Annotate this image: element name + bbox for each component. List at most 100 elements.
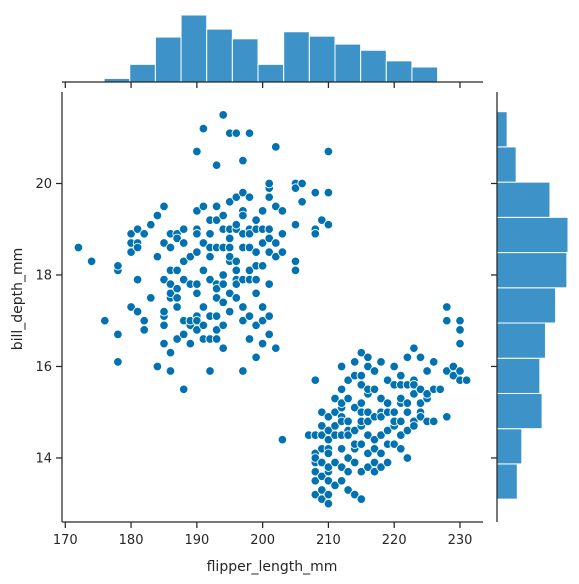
scatter-point <box>172 233 182 244</box>
scatter-point <box>330 421 340 431</box>
scatter-point <box>211 160 222 170</box>
scatter-point <box>402 425 413 436</box>
marginal-x-bar <box>411 66 439 83</box>
scatter-point <box>224 242 235 253</box>
scatter-point <box>336 398 347 408</box>
scatter-point <box>428 357 439 367</box>
scatter-point <box>448 370 459 381</box>
scatter-point <box>343 393 353 404</box>
scatter-point <box>211 201 222 212</box>
scatter-point <box>356 370 367 381</box>
scatter-point <box>389 407 399 417</box>
marginal-y-bar <box>496 463 518 500</box>
scatter-point <box>336 462 347 472</box>
scatter-point <box>152 251 163 262</box>
scatter-point <box>192 315 202 326</box>
scatter-point <box>317 407 327 417</box>
scatter-point <box>349 357 360 367</box>
scatter-point <box>369 444 380 454</box>
scatter-point <box>264 233 274 244</box>
scatter-point <box>264 178 274 189</box>
scatter-point <box>178 224 189 234</box>
scatter-point <box>218 110 228 120</box>
scatter-point <box>409 389 419 399</box>
scatter-point <box>389 361 399 372</box>
scatter-point <box>396 444 406 454</box>
marginal-y-histogram <box>496 111 569 500</box>
scatter-point <box>165 366 176 376</box>
marginal-x-bar <box>308 35 336 83</box>
scatter-point <box>132 224 143 234</box>
scatter-point <box>349 425 360 436</box>
scatter-point <box>363 430 373 440</box>
scatter-point <box>86 256 97 267</box>
scatter-point <box>198 201 209 212</box>
scatter-point <box>172 293 182 303</box>
scatter-point <box>113 261 123 271</box>
scatter-point <box>343 375 353 385</box>
scatter-point <box>363 361 373 372</box>
scatter-point <box>205 366 215 376</box>
scatter-point <box>231 293 242 303</box>
y-tick-label: 20 <box>35 177 52 192</box>
scatter-point <box>455 366 465 376</box>
scatter-point <box>415 412 426 422</box>
scatter-point <box>442 366 452 376</box>
scatter-point <box>257 302 268 312</box>
marginal-x-bar <box>206 28 233 83</box>
scatter-point <box>257 238 268 248</box>
scatter-point <box>376 412 386 422</box>
scatter-point <box>192 146 202 157</box>
scatter-point <box>343 430 353 440</box>
y-tick-label: 18 <box>35 268 52 283</box>
marginal-x-bar <box>180 14 208 83</box>
scatter-point <box>251 215 261 225</box>
scatter-point <box>205 251 215 262</box>
scatter-point <box>159 201 169 212</box>
scatter-point <box>224 233 235 244</box>
scatter-point <box>369 366 380 376</box>
scatter-point <box>218 297 228 308</box>
marginal-x-bar <box>129 63 156 83</box>
scatter-point <box>152 210 163 221</box>
scatter-point <box>396 430 406 440</box>
scatter-point <box>323 489 334 500</box>
scatter-point <box>126 302 136 312</box>
scatter-point <box>356 398 367 408</box>
marginal-x-bar <box>360 49 387 83</box>
scatter-point <box>172 302 182 312</box>
scatter-point <box>224 197 235 207</box>
scatter-point <box>376 430 386 440</box>
scatter-point <box>442 315 452 326</box>
scatter-point <box>310 187 321 198</box>
scatter-point <box>297 178 307 189</box>
scatter-point <box>100 315 110 326</box>
scatter-point <box>363 462 373 472</box>
scatter-point <box>251 274 261 285</box>
scatter-point <box>369 384 380 395</box>
scatter-point <box>402 453 413 463</box>
scatter-point <box>251 352 261 363</box>
scatter-point <box>192 279 202 289</box>
marginal-y-bar <box>496 287 557 324</box>
scatter-point <box>343 485 353 495</box>
scatter-point <box>139 315 149 326</box>
scatter-point <box>251 288 261 299</box>
scatter-point <box>415 398 426 408</box>
marginal-x-bar <box>257 63 285 83</box>
scatter-point <box>231 265 242 276</box>
scatter-point <box>139 229 149 239</box>
x-tick-label: 230 <box>448 533 473 548</box>
marginal-x-bar <box>283 31 310 83</box>
scatter-point <box>402 352 413 363</box>
scatter-point <box>336 444 347 454</box>
scatter-point <box>238 187 248 198</box>
scatter-point <box>277 434 288 445</box>
marginal-y-bar <box>496 216 569 254</box>
scatter-point <box>343 416 353 427</box>
scatter-point <box>310 229 321 239</box>
scatter-point <box>349 457 360 468</box>
scatter-point <box>238 302 248 312</box>
scatter-point <box>271 238 281 248</box>
scatter-point <box>132 274 143 285</box>
